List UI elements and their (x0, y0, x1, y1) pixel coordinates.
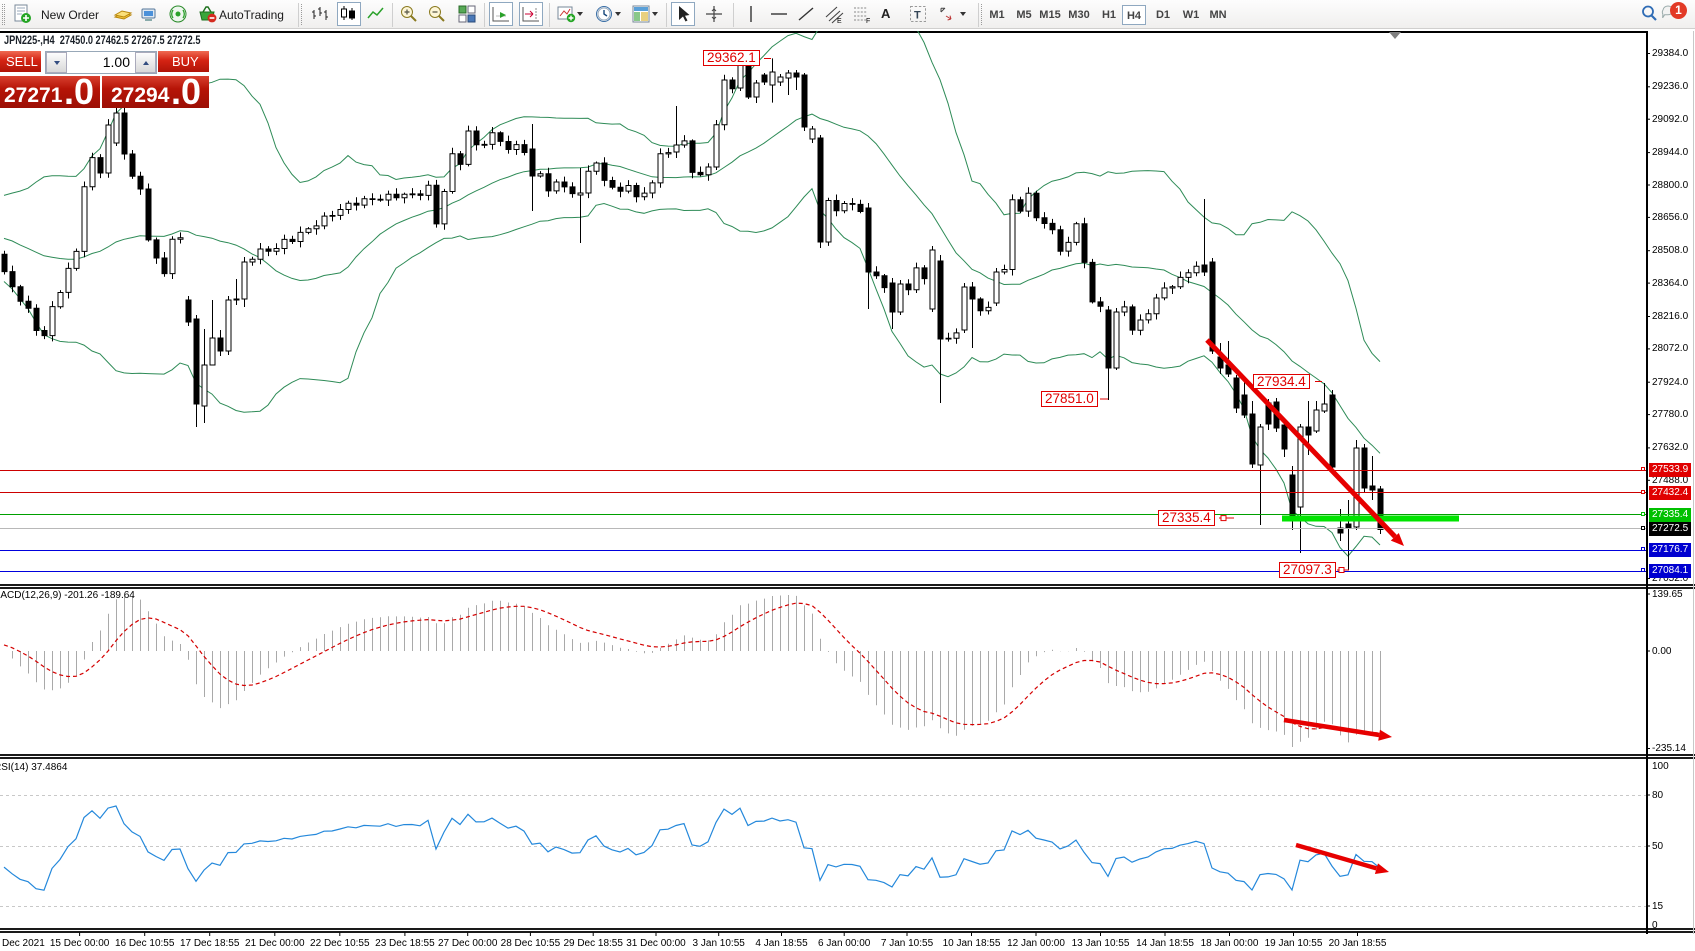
svg-text:T: T (914, 10, 921, 22)
svg-text:F: F (866, 18, 870, 24)
svg-text:E: E (837, 18, 842, 24)
